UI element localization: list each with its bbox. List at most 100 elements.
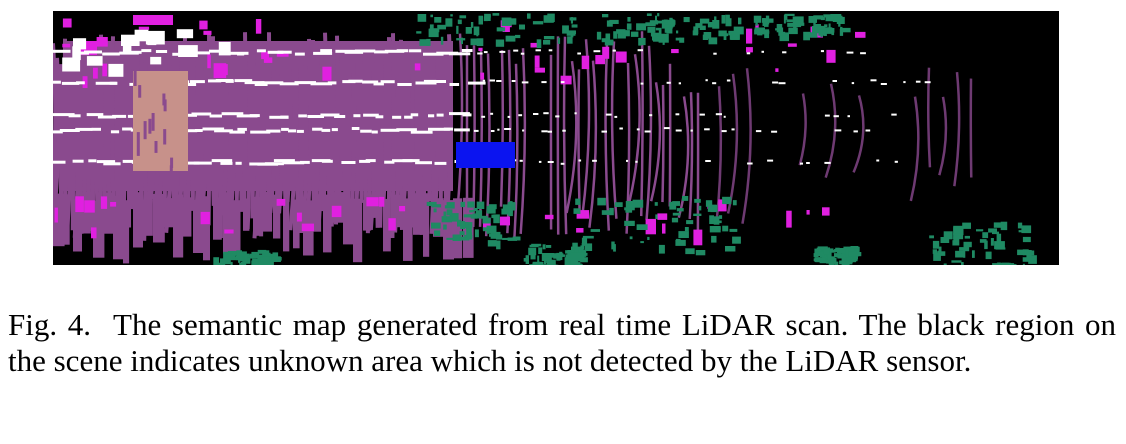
vegetation-point (672, 212, 681, 216)
vegetation-point (836, 248, 848, 254)
road-scan-arc (238, 58, 244, 212)
vegetation-point (929, 235, 934, 239)
vegetation-point (676, 208, 684, 212)
lane-marking (538, 160, 542, 163)
vegetation-point (695, 23, 703, 28)
sidewalk-fragment (576, 228, 584, 233)
vegetation-point (258, 250, 267, 254)
vegetation-point (567, 36, 573, 44)
road-scan-arc (282, 55, 288, 224)
vegetation-point (753, 15, 762, 23)
lane-marking (876, 159, 880, 162)
vegetation-point (845, 248, 849, 258)
road-scan-arc (625, 62, 631, 234)
vegetation-point (711, 235, 717, 243)
vegetation-point (445, 18, 453, 27)
lane-marking (704, 128, 710, 131)
road-fragment (123, 200, 130, 264)
vegetation-point (465, 27, 472, 34)
vegetation-point (581, 252, 585, 258)
road-fragment (393, 194, 403, 228)
sidewalk-fragment (645, 218, 656, 235)
vegetation-point (467, 201, 475, 208)
road-scan-arc (610, 41, 618, 219)
lane-marking (281, 127, 289, 131)
pedestrian-streak (148, 118, 152, 134)
lane-marking (519, 159, 523, 162)
road-scan-arc (909, 96, 920, 202)
lane-marking (109, 81, 118, 85)
lane-marking (713, 52, 717, 55)
vegetation-point (581, 237, 588, 246)
vegetation-point (575, 198, 581, 205)
lane-marking (280, 115, 289, 119)
vegetation-point (269, 256, 272, 262)
vegetation-point (601, 210, 613, 215)
ego-vehicle (456, 142, 515, 168)
sidewalk-fragment (478, 47, 483, 51)
lane-marking (384, 49, 405, 53)
sidewalk-fragment (822, 207, 830, 216)
lane-marking (374, 50, 389, 54)
vegetation-point (476, 30, 479, 37)
vegetation-point (961, 262, 964, 265)
vegetation-point (943, 231, 953, 240)
vegetation-point (718, 30, 727, 37)
sidewalk-fragment (62, 18, 72, 28)
lane-marking (59, 129, 80, 132)
lane-marking (360, 129, 372, 133)
vegetation-point (994, 241, 1005, 250)
lane-marking (53, 49, 71, 53)
lane-marking (134, 29, 149, 42)
sidewalk-fragment (786, 210, 792, 228)
vegetation-point (655, 27, 662, 31)
vegetation-point (682, 196, 689, 201)
lane-marking (482, 79, 486, 82)
lane-marking (504, 128, 511, 130)
lane-marking (746, 52, 751, 55)
vegetation-point (1017, 249, 1025, 256)
vegetation-point (549, 253, 554, 257)
lane-marking (121, 34, 140, 46)
vegetation-point (703, 32, 712, 39)
vegetation-point (565, 250, 576, 254)
vegetation-point (614, 202, 623, 207)
vegetation-point (953, 233, 964, 240)
lane-marking (574, 112, 577, 115)
lane-marking (675, 129, 682, 132)
lane-marking (249, 114, 260, 118)
sidewalk-fragment (331, 205, 342, 218)
sidewalk-fragment (576, 210, 590, 219)
vegetation-point (803, 31, 810, 41)
vegetation-point (543, 40, 551, 45)
lane-marking (423, 52, 444, 56)
sidewalk-fragment (110, 202, 117, 207)
vegetation-point (675, 238, 681, 246)
lane-marking (772, 81, 779, 84)
road-scan-arc (438, 41, 444, 214)
pedestrian-streak (133, 67, 137, 86)
lane-marking (178, 45, 198, 57)
lane-marking (244, 81, 265, 85)
vegetation-point (252, 258, 259, 265)
vegetation-point (817, 25, 822, 31)
vegetation-point (493, 214, 500, 224)
road-scan-arc (513, 63, 519, 240)
vegetation-point (672, 201, 680, 206)
pedestrian-streak (163, 129, 167, 145)
lane-marking (619, 127, 623, 130)
vegetation-point (625, 208, 633, 213)
lane-marking (592, 159, 597, 162)
vegetation-point (708, 37, 718, 45)
vegetation-point (807, 32, 818, 38)
vegetation-point (218, 262, 223, 265)
road-fragment (383, 198, 391, 252)
road-scan-arc (426, 47, 432, 202)
vegetation-point (985, 251, 992, 260)
pedestrian-streak (163, 99, 167, 112)
pedestrian-streak (151, 113, 155, 131)
vegetation-point (850, 246, 860, 252)
vegetation-point (764, 29, 770, 39)
lane-marking (577, 52, 581, 55)
lane-marking (626, 159, 629, 162)
